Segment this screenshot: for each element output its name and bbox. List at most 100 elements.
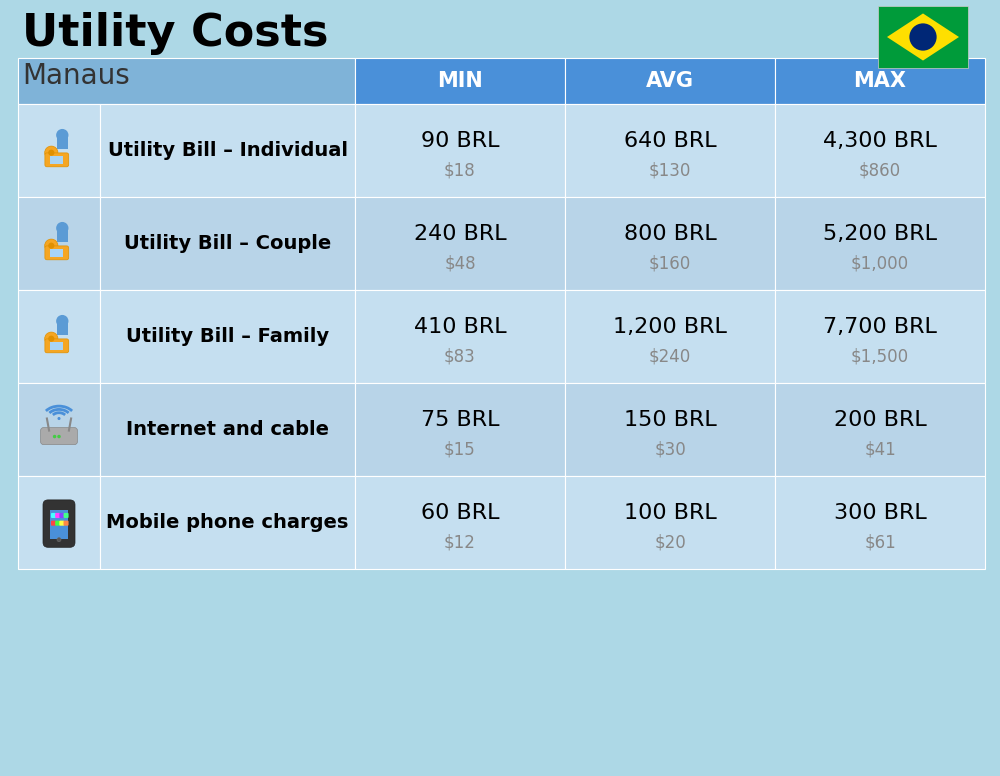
FancyBboxPatch shape bbox=[355, 290, 565, 383]
Text: 60 BRL: 60 BRL bbox=[421, 503, 499, 523]
FancyBboxPatch shape bbox=[565, 476, 775, 569]
Circle shape bbox=[56, 129, 68, 141]
Circle shape bbox=[57, 538, 61, 542]
Circle shape bbox=[909, 23, 937, 50]
FancyBboxPatch shape bbox=[775, 104, 985, 197]
Text: $1,500: $1,500 bbox=[851, 348, 909, 366]
Text: $18: $18 bbox=[444, 162, 476, 180]
FancyBboxPatch shape bbox=[18, 383, 100, 476]
Text: 4,300 BRL: 4,300 BRL bbox=[823, 131, 937, 151]
Text: Mobile phone charges: Mobile phone charges bbox=[106, 513, 349, 532]
Text: $130: $130 bbox=[649, 162, 691, 180]
FancyBboxPatch shape bbox=[50, 249, 63, 258]
Text: 100 BRL: 100 BRL bbox=[624, 503, 716, 523]
FancyBboxPatch shape bbox=[355, 197, 565, 290]
Text: $12: $12 bbox=[444, 534, 476, 552]
FancyBboxPatch shape bbox=[565, 58, 775, 104]
FancyBboxPatch shape bbox=[100, 383, 355, 476]
FancyBboxPatch shape bbox=[18, 104, 100, 197]
Text: $30: $30 bbox=[654, 441, 686, 459]
Circle shape bbox=[48, 335, 54, 341]
Circle shape bbox=[57, 417, 61, 420]
FancyBboxPatch shape bbox=[775, 290, 985, 383]
Text: $20: $20 bbox=[654, 534, 686, 552]
FancyBboxPatch shape bbox=[355, 104, 565, 197]
FancyBboxPatch shape bbox=[57, 322, 68, 335]
Text: $860: $860 bbox=[859, 162, 901, 180]
Text: MIN: MIN bbox=[437, 71, 483, 91]
Text: 150 BRL: 150 BRL bbox=[624, 411, 716, 430]
Text: MAX: MAX bbox=[854, 71, 907, 91]
FancyBboxPatch shape bbox=[565, 290, 775, 383]
FancyBboxPatch shape bbox=[45, 153, 69, 167]
Text: $15: $15 bbox=[444, 441, 476, 459]
FancyBboxPatch shape bbox=[41, 428, 77, 445]
Text: AVG: AVG bbox=[646, 71, 694, 91]
FancyBboxPatch shape bbox=[59, 513, 64, 518]
FancyBboxPatch shape bbox=[775, 476, 985, 569]
Text: Manaus: Manaus bbox=[22, 62, 130, 90]
Text: $83: $83 bbox=[444, 348, 476, 366]
FancyBboxPatch shape bbox=[59, 521, 64, 525]
Text: $41: $41 bbox=[864, 441, 896, 459]
Text: 90 BRL: 90 BRL bbox=[421, 131, 499, 151]
Circle shape bbox=[45, 146, 58, 159]
FancyBboxPatch shape bbox=[55, 521, 60, 525]
FancyBboxPatch shape bbox=[51, 521, 56, 525]
Text: $48: $48 bbox=[444, 255, 476, 273]
Text: Utility Costs: Utility Costs bbox=[22, 12, 328, 56]
Text: 75 BRL: 75 BRL bbox=[421, 411, 499, 430]
FancyBboxPatch shape bbox=[43, 500, 75, 547]
FancyBboxPatch shape bbox=[57, 137, 68, 149]
FancyBboxPatch shape bbox=[45, 339, 69, 353]
FancyBboxPatch shape bbox=[45, 246, 69, 260]
Circle shape bbox=[56, 315, 68, 327]
FancyBboxPatch shape bbox=[51, 513, 56, 518]
Circle shape bbox=[45, 332, 58, 345]
FancyBboxPatch shape bbox=[100, 476, 355, 569]
Circle shape bbox=[48, 150, 54, 156]
Circle shape bbox=[57, 435, 61, 438]
FancyBboxPatch shape bbox=[100, 197, 355, 290]
Text: 1,200 BRL: 1,200 BRL bbox=[613, 317, 727, 338]
Circle shape bbox=[56, 222, 68, 234]
FancyBboxPatch shape bbox=[55, 513, 60, 518]
FancyBboxPatch shape bbox=[775, 383, 985, 476]
Text: $160: $160 bbox=[649, 255, 691, 273]
Text: 5,200 BRL: 5,200 BRL bbox=[823, 224, 937, 244]
FancyBboxPatch shape bbox=[775, 58, 985, 104]
Text: Internet and cable: Internet and cable bbox=[126, 420, 329, 439]
FancyBboxPatch shape bbox=[355, 383, 565, 476]
FancyBboxPatch shape bbox=[565, 104, 775, 197]
FancyBboxPatch shape bbox=[565, 197, 775, 290]
Polygon shape bbox=[887, 13, 959, 61]
FancyBboxPatch shape bbox=[50, 342, 63, 350]
FancyBboxPatch shape bbox=[64, 513, 69, 518]
Text: 200 BRL: 200 BRL bbox=[834, 411, 926, 430]
Text: 640 BRL: 640 BRL bbox=[624, 131, 716, 151]
FancyBboxPatch shape bbox=[355, 58, 565, 104]
FancyBboxPatch shape bbox=[18, 58, 355, 104]
Text: Utility Bill – Individual: Utility Bill – Individual bbox=[108, 141, 348, 160]
Circle shape bbox=[45, 239, 58, 252]
Text: $240: $240 bbox=[649, 348, 691, 366]
Text: Utility Bill – Family: Utility Bill – Family bbox=[126, 327, 329, 346]
FancyBboxPatch shape bbox=[50, 510, 68, 539]
Circle shape bbox=[53, 435, 56, 438]
FancyBboxPatch shape bbox=[64, 521, 69, 525]
FancyBboxPatch shape bbox=[565, 383, 775, 476]
FancyBboxPatch shape bbox=[18, 476, 100, 569]
FancyBboxPatch shape bbox=[878, 6, 968, 68]
FancyBboxPatch shape bbox=[18, 197, 100, 290]
Text: 410 BRL: 410 BRL bbox=[414, 317, 506, 338]
FancyBboxPatch shape bbox=[100, 290, 355, 383]
Text: $61: $61 bbox=[864, 534, 896, 552]
FancyBboxPatch shape bbox=[50, 156, 63, 165]
Text: 300 BRL: 300 BRL bbox=[834, 503, 926, 523]
FancyBboxPatch shape bbox=[18, 290, 100, 383]
FancyBboxPatch shape bbox=[57, 229, 68, 242]
Circle shape bbox=[48, 243, 54, 249]
Text: $1,000: $1,000 bbox=[851, 255, 909, 273]
FancyBboxPatch shape bbox=[100, 104, 355, 197]
FancyBboxPatch shape bbox=[775, 197, 985, 290]
